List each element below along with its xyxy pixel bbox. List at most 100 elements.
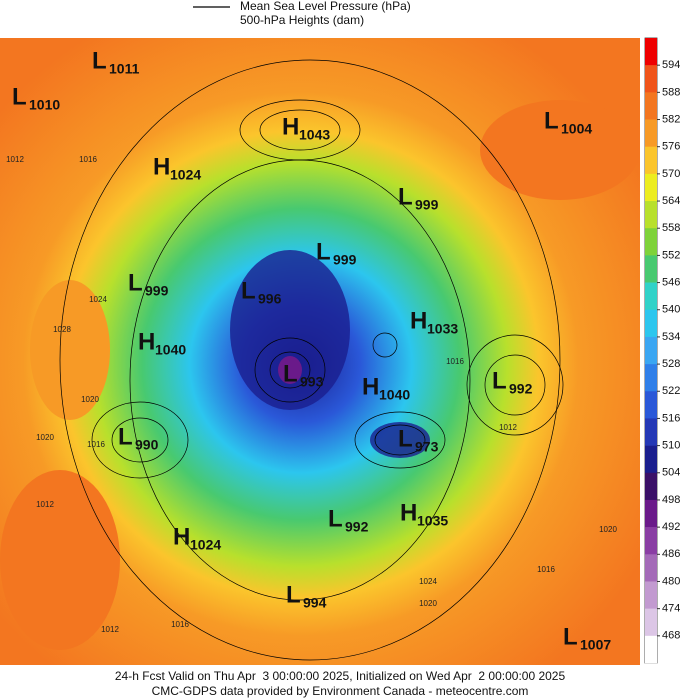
pressure-center-type: L [283, 360, 298, 387]
isobar-label: 1020 [419, 599, 437, 608]
colorbar-tick-label: 486 [662, 548, 680, 560]
colorbar-tick-label: 588 [662, 86, 680, 98]
colorbar-segment [645, 119, 657, 147]
footer-line: 24-h Fcst Valid on Thu Apr 3 00:00:00 20… [115, 669, 566, 683]
height-blob [480, 100, 640, 200]
height-blob [278, 356, 302, 384]
colorbar-tick-label: 570 [662, 168, 680, 180]
colorbar-tick-label: 552 [662, 249, 680, 261]
pressure-center-type: H [153, 153, 170, 180]
colorbar-segment [645, 527, 657, 555]
isobar-label: 1016 [171, 620, 189, 629]
colorbar-tick-label: 504 [662, 467, 680, 479]
isobar-label: 1024 [419, 577, 437, 586]
colorbar-tick-label: 546 [662, 276, 680, 288]
colorbar-tick-label: 510 [662, 440, 680, 452]
colorbar-segment [645, 146, 657, 175]
pressure-center-type: L [241, 277, 256, 304]
colorbar-tick-label: 540 [662, 304, 680, 316]
pressure-center-value: 990 [135, 437, 159, 453]
footer-line: CMC-GDPS data provided by Environment Ca… [152, 684, 529, 698]
pressure-center-type: L [398, 183, 413, 210]
colorbar-tick-label: 480 [662, 575, 680, 587]
colorbar-tick-label: 582 [662, 113, 680, 125]
isobar-label: 1012 [101, 625, 119, 634]
pressure-center-type: H [282, 113, 299, 140]
colorbar-tick-label: 594 [662, 59, 680, 71]
colorbar-segment [645, 635, 657, 664]
height-blob [230, 250, 350, 410]
colorbar-segment [645, 173, 657, 202]
colorbar-segment [645, 391, 657, 419]
pressure-center-value: 999 [415, 197, 439, 213]
colorbar-segment [645, 309, 657, 338]
colorbar-segment [645, 228, 657, 256]
isobars [59, 59, 564, 661]
colorbar-segment [645, 65, 657, 93]
pressure-center-value: 1033 [427, 321, 458, 337]
isobar-label: 1020 [81, 395, 99, 404]
colorbar-segment [645, 282, 657, 311]
pressure-center-value: 1004 [561, 121, 592, 137]
pressure-center-type: L [128, 269, 143, 296]
isobar-label: 1016 [87, 440, 105, 449]
pressure-center-value: 996 [258, 291, 282, 307]
colorbar-tick-label: 564 [662, 195, 680, 207]
pressure-center-type: H [410, 307, 427, 334]
pressure-center-value: 1024 [190, 537, 221, 553]
pressure-center-type: H [400, 499, 417, 526]
pressure-center-type: L [118, 423, 133, 450]
height-blob [30, 280, 110, 420]
pressure-center-type: L [563, 623, 578, 650]
pressure-center-type: L [492, 367, 507, 394]
isobar-label: 1020 [36, 433, 54, 442]
pressure-center-value: 1011 [109, 61, 140, 77]
pressure-center-value: 1010 [29, 97, 60, 113]
pressure-center-type: L [328, 505, 343, 532]
colorbar-segment [645, 336, 657, 365]
isobar-label: 1016 [537, 565, 555, 574]
pressure-center-value: 993 [300, 374, 324, 390]
legend-fill-label: 500-hPa Heights (dam) [240, 13, 364, 27]
pressure-center-value: 1040 [155, 342, 186, 358]
pressure-center-value: 1035 [417, 513, 448, 529]
colorbar-segment [645, 554, 657, 582]
pressure-center-type: L [398, 425, 413, 452]
pressure-center-value: 992 [509, 381, 533, 397]
isobar-label: 1012 [6, 155, 24, 164]
colorbar-segment [645, 581, 657, 609]
pressure-center-value: 994 [303, 595, 327, 611]
pressure-center-value: 999 [333, 252, 357, 268]
isobar-label: 1012 [36, 500, 54, 509]
pressure-center-value: 999 [145, 283, 169, 299]
pressure-center-type: H [362, 373, 379, 400]
pressure-center-type: L [12, 83, 27, 110]
map [0, 38, 640, 665]
pressure-center-type: L [316, 238, 331, 265]
colorbar-tick-label: 492 [662, 521, 680, 533]
pressure-center-type: H [173, 523, 190, 550]
isobar-label: 1016 [446, 357, 464, 366]
colorbar-segment [645, 255, 657, 283]
isobar-label: 1012 [499, 423, 517, 432]
pressure-center-value: 1040 [379, 387, 410, 403]
isobar-label: 1016 [79, 155, 97, 164]
colorbar-segment [645, 608, 657, 637]
colorbar-segment [645, 201, 657, 229]
pressure-center-type: L [286, 581, 301, 608]
colorbar-tick-label: 516 [662, 412, 680, 424]
pressure-center-type: L [92, 47, 107, 74]
colorbar-segment [645, 92, 657, 120]
colorbar-tick-label: 528 [662, 358, 680, 370]
pressure-center-value: 973 [415, 439, 439, 455]
colorbar-segment [645, 38, 657, 66]
legend-line-label: Mean Sea Level Pressure (hPa) [240, 0, 411, 13]
pressure-center-value: 992 [345, 519, 369, 535]
pressure-center-value: 1007 [580, 637, 611, 653]
isobar-label: 1024 [89, 295, 107, 304]
height-blob [0, 470, 120, 650]
height-blob [370, 422, 430, 458]
pressure-center-value: 1024 [170, 167, 201, 183]
colorbar-segment [645, 472, 657, 501]
